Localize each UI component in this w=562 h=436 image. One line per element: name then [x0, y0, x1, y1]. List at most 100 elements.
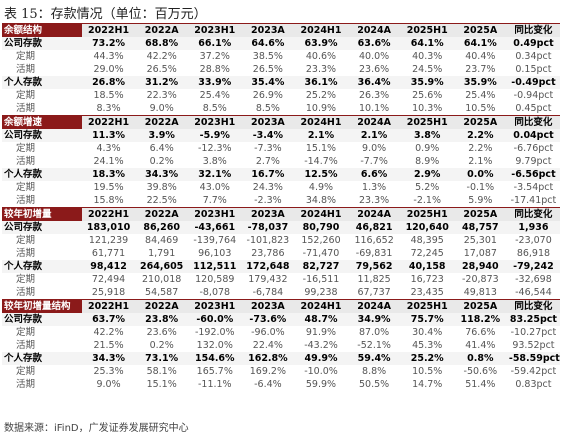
cell: 59.4% — [347, 352, 401, 365]
cell: 40,158 — [400, 260, 454, 273]
cell: 25.3% — [93, 366, 124, 377]
cell: 121,239 — [88, 235, 129, 246]
cell: 7.7% — [202, 195, 227, 206]
cell: 76.6% — [465, 327, 496, 338]
cell: 2.1% — [347, 129, 401, 142]
cell: 5.2% — [415, 182, 440, 193]
cell: 0.34pct — [515, 51, 552, 62]
row-label: 定期 — [16, 274, 36, 285]
cell: 25.2% — [400, 352, 454, 365]
cell: -8,078 — [199, 287, 231, 298]
sub-row: 活期 15.8% 22.5% 7.7% -2.3% 34.8% 23.3% -2.1% 5.9%… — [2, 194, 560, 208]
cell: -12.3% — [197, 143, 232, 154]
cell: 26.8% — [82, 76, 136, 89]
cell: 33.9% — [188, 76, 242, 89]
column-header: 同比变化 — [506, 23, 560, 37]
cell: 120,589 — [195, 274, 235, 285]
cell: -7.7% — [360, 156, 388, 167]
sub-row: 活期 21.5% 0.2% 132.0% 22.4% -43.2% -52.1% 45.3% 4… — [2, 339, 560, 352]
cell: 72,245 — [410, 248, 444, 259]
header-row: 较年初增量 2022H1 2022A 2023H1 2023A 2024H1 2024A 20… — [2, 207, 560, 221]
cell: 35.9% — [400, 76, 454, 89]
section-label: 较年初增量结构 — [2, 299, 82, 313]
cell: -3.54pct — [513, 182, 554, 193]
cell: 18.5% — [93, 90, 124, 101]
cell: 10.3% — [412, 103, 443, 114]
cell: 30.4% — [412, 327, 443, 338]
row-label: 活期 — [16, 64, 36, 75]
cell: 73.1% — [135, 352, 189, 365]
cell: 8.5% — [202, 103, 227, 114]
cell: 210,018 — [142, 274, 182, 285]
cell: -52.1% — [357, 340, 391, 351]
cell: 2.9% — [400, 168, 454, 181]
title: 表 15：存款情况（单位：百万元） — [4, 7, 207, 22]
cell: 8.5% — [255, 103, 280, 114]
cell: 172,648 — [241, 260, 295, 273]
cell: 154.6% — [188, 352, 242, 365]
cell: -46,544 — [515, 287, 552, 298]
cell: 28,940 — [453, 260, 507, 273]
cell: 49.9% — [294, 352, 348, 365]
row-label: 活期 — [16, 379, 36, 390]
cell: 23.7% — [465, 64, 496, 75]
sub-row: 活期 24.1% 0.2% 3.8% 2.7% -14.7% -7.7% 8.9% 2.1% 9.… — [2, 155, 560, 168]
header-row: 余额增速 2022H1 2022A 2023H1 2023A 2024H1 2024A 202… — [2, 115, 560, 129]
cell: -14.7% — [304, 156, 338, 167]
cell: 169.2% — [249, 366, 286, 377]
cell: 49,813 — [463, 287, 497, 298]
row-label: 活期 — [16, 340, 36, 351]
cell: -10.0% — [304, 366, 338, 377]
cell: 15.1% — [146, 379, 177, 390]
cell: 32.1% — [188, 168, 242, 181]
cell: 2.1% — [468, 156, 493, 167]
cell: 9.0% — [96, 379, 121, 390]
column-header: 2025A — [453, 115, 507, 129]
column-header: 2022H1 — [82, 207, 136, 221]
cell: 25.2% — [305, 90, 337, 101]
row-label: 定期 — [16, 235, 36, 246]
cell: -6.56pct — [506, 168, 560, 181]
cell: 73.2% — [82, 37, 136, 50]
cell: 67,737 — [357, 287, 391, 298]
column-header: 2022A — [135, 115, 189, 129]
cell: 35.9% — [453, 76, 507, 89]
cell: 26.9% — [252, 90, 283, 101]
cell: 18.3% — [82, 168, 136, 181]
cell: -7.3% — [254, 143, 282, 154]
column-header: 2025A — [453, 299, 507, 313]
column-header: 2025H1 — [400, 299, 454, 313]
cell: 23,435 — [410, 287, 444, 298]
cell: 66.1% — [188, 37, 242, 50]
row-label: 定期 — [16, 327, 36, 338]
column-header: 2024A — [347, 115, 401, 129]
cell: 162.8% — [241, 352, 295, 365]
cell: 4.3% — [96, 143, 121, 154]
cell: -17.41pct — [510, 195, 557, 206]
cell: 165.7% — [196, 366, 233, 377]
cell: 24.3% — [252, 182, 283, 193]
cell: 44.3% — [93, 51, 124, 62]
cell: 17,087 — [463, 248, 497, 259]
cell: 68.8% — [135, 37, 189, 50]
cell: 10.5% — [412, 366, 443, 377]
main-row: 个人存款 98,412 264,605 112,511 172,648 82,727 79,… — [2, 260, 560, 273]
cell: -2.1% — [413, 195, 441, 206]
cell: 24.5% — [412, 64, 443, 75]
row-label: 个人存款 — [2, 260, 82, 273]
main-row: 公司存款 11.3% 3.9% -5.9% -3.4% 2.1% 2.1% 3.8% 2.2% 0… — [2, 129, 560, 142]
cell: -3.4% — [241, 129, 295, 142]
cell: 9.0% — [149, 103, 174, 114]
source-note: 数据来源：iFinD，广发证券发展研究中心 — [4, 423, 189, 434]
cell: 87.0% — [359, 327, 390, 338]
cell: 42.2% — [93, 327, 124, 338]
cell: 29.0% — [93, 64, 124, 75]
cell: 10.9% — [305, 103, 337, 114]
cell: 26.3% — [359, 90, 390, 101]
cell: 36.1% — [294, 76, 348, 89]
cell: 40.4% — [465, 51, 496, 62]
cell: 15.1% — [305, 143, 337, 154]
cell: 6.6% — [347, 168, 401, 181]
cell: 118.2% — [453, 313, 507, 326]
cell: 21.5% — [93, 340, 124, 351]
